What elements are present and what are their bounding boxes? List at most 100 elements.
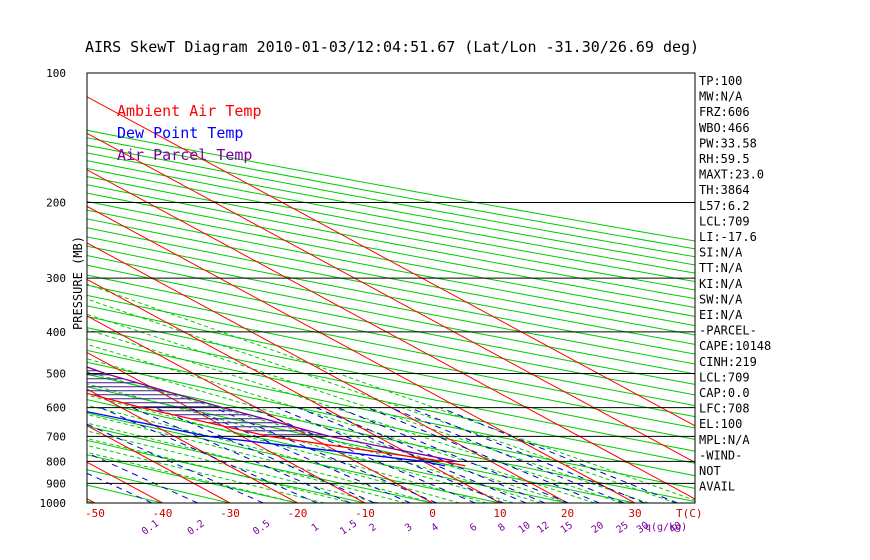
mixing-ratio-line (390, 407, 625, 503)
skewt-grid (0, 73, 695, 503)
legend-item: Air Parcel Temp (117, 146, 252, 164)
bottom-temp-tick-label: -30 (220, 507, 240, 520)
mixing-ratio-tick-label: 2 (368, 522, 379, 534)
index-label: SW:N/A (699, 292, 743, 306)
legend-item: Ambient Air Temp (117, 102, 262, 120)
pressure-tick-label: 200 (46, 196, 66, 209)
mixing-ratio-line (440, 407, 678, 503)
chart-title: AIRS SkewT Diagram 2010-01-03/12:04:51.6… (85, 38, 699, 56)
bottom-temp-tick-label: -20 (288, 507, 308, 520)
dry-adiabat (87, 327, 695, 452)
moist-adiabat (87, 344, 595, 503)
pressure-tick-label: 800 (46, 455, 66, 468)
cape-fill (87, 370, 324, 436)
mixing-ratio-tick-label: 25 (614, 520, 630, 536)
moist-adiabat (87, 404, 460, 503)
isotherm (87, 96, 695, 427)
bottom-temp-tick-label: -50 (85, 507, 105, 520)
mixing-ratio-tick-label: 0.5 (251, 518, 272, 537)
index-label: TH:3864 (699, 183, 750, 197)
dry-adiabat (87, 349, 695, 477)
index-label: EI:N/A (699, 308, 743, 322)
dry-adiabat (87, 412, 501, 503)
index-label: LI:-17.6 (699, 230, 757, 244)
index-label: PW:33.58 (699, 136, 757, 150)
isotherm (0, 73, 28, 503)
dry-adiabat (87, 192, 695, 308)
moist-adiabat (87, 445, 325, 503)
moist-adiabat (87, 437, 352, 503)
mixing-ratio-tick-label: 6 (468, 522, 479, 534)
mixing-ratio-tick-label: 8 (496, 522, 507, 534)
dry-adiabat (87, 152, 695, 266)
index-label: CAPE:10148 (699, 339, 771, 353)
moist-adiabat (87, 383, 514, 503)
bottom-temp-tick-label: -10 (355, 507, 375, 520)
mixing-ratio-line (276, 407, 504, 503)
moist-adiabat (87, 329, 622, 503)
y-axis-label: PRESSURE (MB) (71, 236, 85, 330)
dry-adiabat (87, 200, 695, 317)
mixing-ratio-line (213, 407, 437, 503)
pressure-tick-label: 900 (46, 477, 66, 490)
mixing-ratio-line (250, 407, 476, 503)
pressure-tick-label: 1000 (40, 497, 67, 510)
index-label: EL:100 (699, 417, 742, 431)
index-label: NOT (699, 464, 721, 478)
index-label: LFC:708 (699, 402, 750, 416)
mixing-ratio-line (298, 407, 527, 503)
dry-adiabat (87, 284, 695, 407)
mixing-ratio-tick-label: 3 (403, 522, 414, 534)
mixing-ratio-line (315, 407, 546, 503)
bottom-temp-tick-label: 0 (429, 507, 436, 520)
dry-adiabat (87, 305, 695, 429)
bottom-temp-tick-label: 30 (628, 507, 641, 520)
pressure-tick-label: 100 (46, 67, 66, 80)
moist-adiabat (87, 298, 676, 503)
bottom-temp-tick-label: 20 (561, 507, 574, 520)
index-label: CINH:219 (699, 355, 757, 369)
index-label: LCL:709 (699, 370, 750, 384)
dry-adiabat (87, 386, 636, 503)
index-label: CAP:0.0 (699, 386, 750, 400)
dry-adiabat (87, 316, 695, 440)
mixing-ratio-line (87, 423, 264, 503)
dry-adiabat (87, 469, 231, 503)
index-label: -PARCEL- (699, 324, 757, 338)
moist-adiabat (87, 422, 406, 503)
dry-adiabat (0, 73, 28, 503)
pressure-tick-label: 300 (46, 272, 66, 285)
mixing-ratio-line (367, 407, 600, 503)
mixing-ratio-line (409, 407, 645, 503)
index-label: -WIND- (699, 448, 742, 462)
dry-adiabat (87, 425, 433, 503)
index-label: L57:6.2 (699, 199, 750, 213)
mixing-ratio-tick-label: 1.5 (338, 518, 359, 537)
ambient-air-temp-line (87, 392, 466, 467)
dry-adiabat (87, 168, 695, 283)
bottom-temp-tick-label: -40 (153, 507, 173, 520)
mixing-ratio-tick-label: 1 (310, 522, 321, 534)
index-label: MW:N/A (699, 90, 743, 104)
moist-adiabat (87, 451, 298, 503)
isotherm (87, 315, 433, 503)
mixing-ratio-line (100, 407, 318, 503)
dry-adiabat (87, 176, 695, 291)
mixing-ratio-line (87, 452, 198, 503)
index-label: MAXT:23.0 (699, 168, 764, 182)
mixing-ratio-unit-label: q(g/kg) (645, 522, 687, 533)
index-label: MPL:N/A (699, 433, 750, 447)
index-label: KI:N/A (699, 277, 743, 291)
pressure-tick-label: 500 (46, 368, 66, 381)
dry-adiabat (87, 137, 695, 250)
mixing-ratio-line (337, 407, 569, 503)
mixing-ratio-line (155, 407, 375, 503)
pressure-tick-label: 400 (46, 326, 66, 339)
isotherm (87, 132, 695, 463)
mixing-ratio-line (87, 472, 153, 503)
isotherm (87, 351, 366, 503)
dry-adiabat (87, 218, 695, 336)
index-label: RH:59.5 (699, 152, 750, 166)
mixing-ratio-tick-label: 0.2 (186, 518, 207, 537)
